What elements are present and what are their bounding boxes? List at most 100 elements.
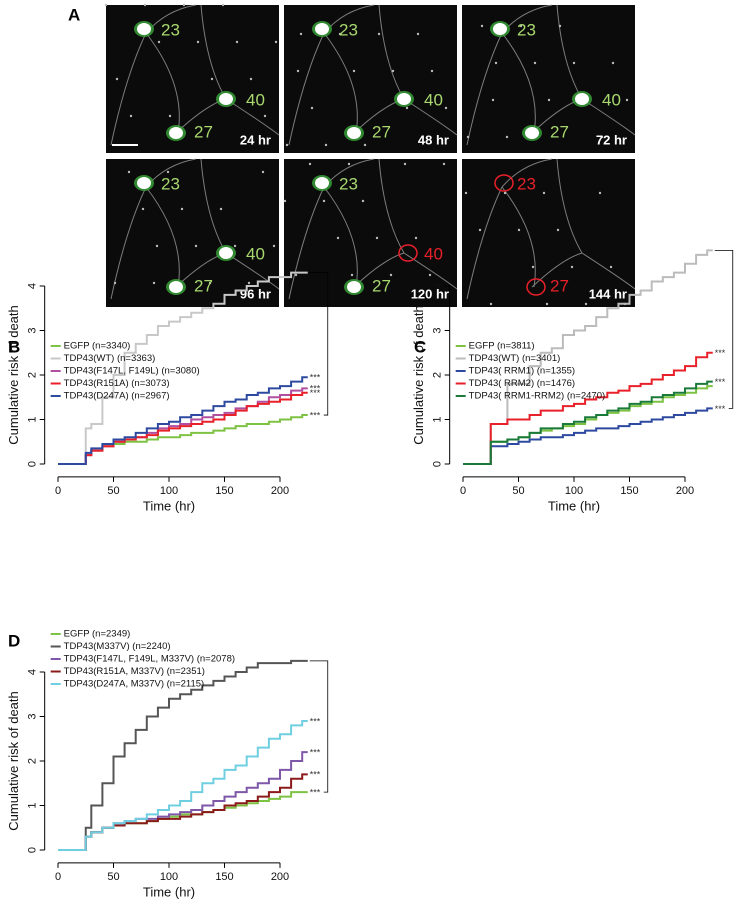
cell-label: 40 — [602, 90, 621, 109]
speck — [403, 162, 407, 166]
speck — [296, 69, 300, 73]
series-line — [463, 249, 713, 465]
neurite — [531, 252, 583, 288]
speck — [494, 61, 498, 65]
legend-label: TDP43( RRM2) (n=1476) — [469, 378, 575, 389]
significance: *** — [715, 377, 726, 387]
time-label: 72 hr — [596, 132, 627, 147]
neurite — [501, 186, 536, 288]
speck — [219, 207, 223, 211]
cell-label: 27 — [194, 276, 213, 295]
micrograph — [106, 159, 279, 307]
speck — [519, 24, 523, 28]
speck — [350, 273, 354, 277]
speck — [168, 114, 172, 118]
x-axis-label: Time (hr) — [143, 498, 195, 513]
x-tick-label: 150 — [620, 485, 638, 497]
legend-label: EGFP (n=2349) — [64, 629, 131, 640]
cell-body — [137, 23, 151, 35]
speck — [556, 228, 560, 232]
cell-body — [315, 23, 329, 35]
neurite — [581, 252, 636, 290]
micrograph — [284, 5, 457, 153]
speck — [542, 191, 546, 195]
y-tick-label: 2 — [432, 372, 444, 378]
speck — [294, 273, 298, 277]
speck — [235, 40, 239, 44]
cell-body — [169, 281, 183, 293]
y-tick-label: 4 — [27, 669, 39, 675]
x-tick-label: 150 — [215, 485, 233, 497]
speck — [143, 3, 147, 7]
speck — [442, 162, 446, 166]
series-line — [58, 414, 308, 465]
speck — [352, 69, 356, 73]
significance: *** — [310, 410, 321, 420]
y-tick-label: 3 — [27, 713, 39, 719]
cell-body — [347, 281, 361, 293]
x-tick-label: 100 — [565, 485, 583, 497]
cell-label: 23 — [339, 20, 358, 39]
speck — [152, 281, 156, 285]
cell-outline — [398, 244, 418, 262]
neurite — [110, 186, 147, 300]
speck — [361, 199, 365, 203]
x-tick-label: 100 — [160, 485, 178, 497]
y-tick-label: 0 — [27, 847, 39, 853]
time-label: 120 hr — [411, 286, 449, 301]
speck — [489, 302, 493, 306]
cell-body — [169, 127, 183, 139]
speck — [600, 135, 604, 139]
speck — [261, 170, 265, 174]
speck — [182, 3, 186, 7]
speck — [166, 170, 170, 174]
x-axis-label: Time (hr) — [143, 884, 195, 899]
neurite — [556, 158, 583, 254]
speck — [115, 77, 119, 81]
y-tick-label: 1 — [27, 416, 39, 422]
cell-body — [219, 93, 233, 105]
neurite — [323, 32, 358, 134]
y-tick-label: 4 — [27, 283, 39, 289]
cell-body — [219, 247, 233, 259]
cell-label: 27 — [550, 122, 569, 141]
series-line — [58, 719, 308, 851]
cell-label: 40 — [246, 244, 265, 263]
legend-label: TDP43(F147L, F149L) (n=3080) — [64, 366, 200, 377]
x-tick-label: 100 — [160, 871, 178, 883]
x-tick-label: 150 — [215, 871, 233, 883]
legend-label: TDP43(R151A, M337V) (n=2351) — [64, 666, 205, 677]
y-axis-label: Cumulative risk of death — [6, 305, 21, 444]
legend-label: EGFP (n=3811) — [469, 341, 535, 352]
neurites — [466, 158, 636, 300]
panel-label: A — [68, 5, 80, 24]
speck — [584, 302, 588, 306]
legend-label: EGFP (n=3340) — [64, 341, 131, 352]
cell-label: 23 — [161, 20, 180, 39]
legend-label: TDP43(D247A, M337V) (n=2115) — [64, 679, 205, 690]
significance: *** — [310, 747, 321, 757]
x-tick-label: 200 — [676, 485, 694, 497]
speck — [377, 32, 381, 36]
cell-label: 40 — [424, 244, 443, 263]
neurite — [466, 32, 503, 146]
cell-outline — [526, 278, 546, 296]
neurite — [323, 186, 358, 288]
cell-label: 27 — [550, 276, 569, 295]
speck — [141, 207, 145, 211]
series-line — [463, 407, 713, 465]
speck — [113, 281, 117, 285]
bracket — [309, 272, 329, 416]
series-line — [463, 351, 713, 465]
speck — [336, 236, 340, 240]
cell-label: 40 — [424, 90, 443, 109]
speck — [299, 32, 303, 36]
speck — [157, 40, 161, 44]
panel-label: C — [414, 337, 426, 356]
x-tick-label: 50 — [107, 871, 119, 883]
series-line — [463, 380, 713, 465]
significance: *** — [310, 388, 321, 398]
cell-body — [397, 93, 411, 105]
y-tick-label: 0 — [27, 461, 39, 467]
